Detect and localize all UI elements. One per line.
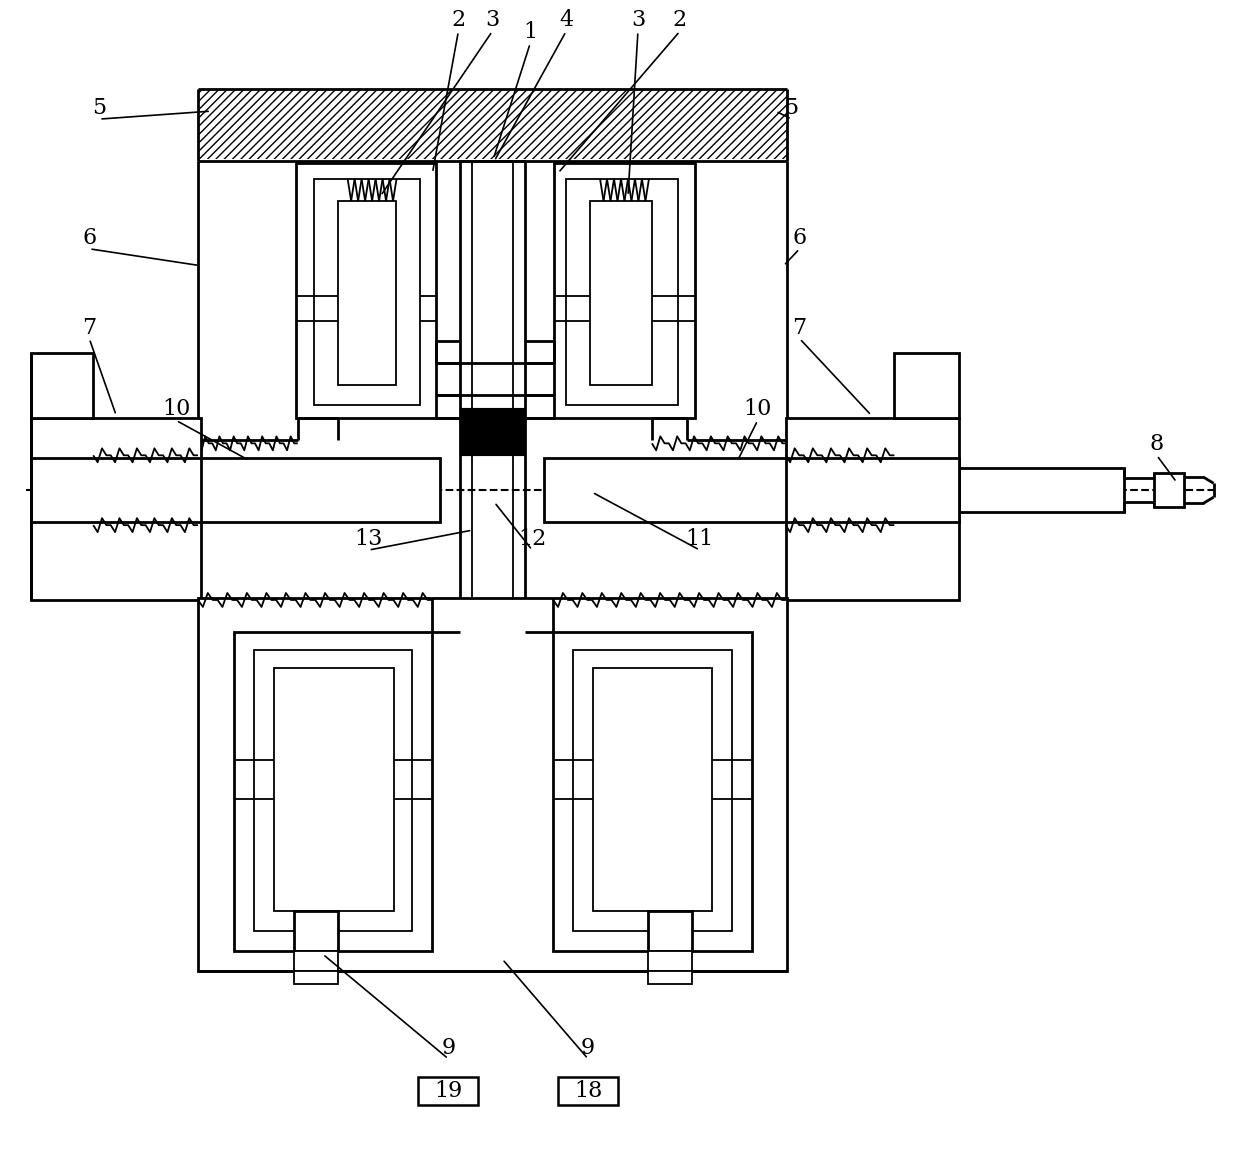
Text: 13: 13 xyxy=(355,528,383,551)
Text: 6: 6 xyxy=(792,227,807,249)
Bar xyxy=(198,90,786,159)
Polygon shape xyxy=(649,971,692,984)
Polygon shape xyxy=(294,971,337,984)
Polygon shape xyxy=(294,911,337,951)
Polygon shape xyxy=(786,418,960,599)
Bar xyxy=(460,638,526,680)
Text: 3: 3 xyxy=(631,9,645,31)
Text: 7: 7 xyxy=(82,317,97,339)
Text: 9: 9 xyxy=(441,1037,455,1059)
Polygon shape xyxy=(254,650,413,931)
Text: 11: 11 xyxy=(686,528,714,551)
Bar xyxy=(460,409,526,456)
Polygon shape xyxy=(198,598,786,971)
Polygon shape xyxy=(553,632,751,951)
Polygon shape xyxy=(234,632,433,951)
Text: 5: 5 xyxy=(785,97,799,119)
Text: 12: 12 xyxy=(518,528,547,551)
Polygon shape xyxy=(649,911,692,951)
Text: 1: 1 xyxy=(523,21,537,43)
Bar xyxy=(418,1077,479,1105)
Polygon shape xyxy=(31,418,201,599)
Polygon shape xyxy=(31,353,93,418)
Text: 8: 8 xyxy=(1149,433,1164,455)
Text: 2: 2 xyxy=(451,9,465,31)
Text: 10: 10 xyxy=(744,398,771,420)
Text: 7: 7 xyxy=(792,317,807,339)
Polygon shape xyxy=(1153,474,1184,508)
Polygon shape xyxy=(649,951,692,971)
Polygon shape xyxy=(274,668,393,911)
Text: 6: 6 xyxy=(82,227,97,249)
Polygon shape xyxy=(894,353,960,418)
Polygon shape xyxy=(294,951,337,971)
Bar xyxy=(1157,482,1177,490)
Text: 4: 4 xyxy=(559,9,573,31)
Text: 10: 10 xyxy=(162,398,190,420)
Polygon shape xyxy=(593,668,712,911)
Text: 9: 9 xyxy=(582,1037,595,1059)
Text: 3: 3 xyxy=(485,9,500,31)
Polygon shape xyxy=(544,459,960,523)
Text: 19: 19 xyxy=(434,1080,463,1102)
Polygon shape xyxy=(960,468,1123,512)
Text: 5: 5 xyxy=(92,97,107,119)
Polygon shape xyxy=(573,650,732,931)
Bar xyxy=(1157,492,1177,501)
Polygon shape xyxy=(31,459,440,523)
Text: 18: 18 xyxy=(574,1080,603,1102)
Bar xyxy=(558,1077,618,1105)
Text: 2: 2 xyxy=(673,9,687,31)
